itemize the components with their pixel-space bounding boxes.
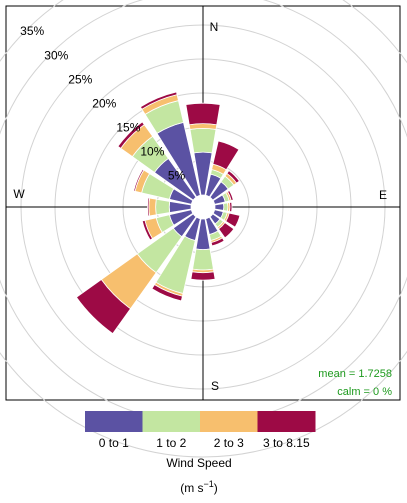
petal-ssw-segment-4 bbox=[151, 284, 183, 302]
ring-labels: 5% 10%15%20%25%30%35% bbox=[20, 24, 185, 182]
compass-label-s: S bbox=[211, 379, 219, 393]
petal-n-segment-2 bbox=[189, 127, 217, 154]
mean-annotation: mean = 1.7258 bbox=[318, 368, 392, 380]
ring-label-6: 30% bbox=[44, 48, 68, 62]
petal-w-segment-4 bbox=[147, 197, 151, 217]
compass-label-e: E bbox=[379, 188, 387, 202]
petal-s-segment-4 bbox=[190, 271, 216, 281]
petal-e-segment-2 bbox=[223, 202, 229, 212]
petal-ene-segment-4 bbox=[227, 189, 234, 201]
petal-sse-segment-4 bbox=[210, 237, 225, 247]
legend-swatch-2 bbox=[142, 411, 201, 432]
legend: 0 to 1 1 to 2 2 to 3 3 to 8.15 bbox=[85, 411, 316, 450]
legend-swatch-1 bbox=[85, 411, 143, 432]
ring-label-1: 5% bbox=[168, 169, 186, 183]
legend-unit: (m s−1) bbox=[180, 479, 218, 495]
petal-e-segment-1 bbox=[214, 203, 225, 211]
grid-ring-7 bbox=[0, 0, 407, 458]
petals bbox=[75, 91, 241, 335]
calm-annotation: calm = 0 % bbox=[337, 386, 392, 398]
petal-ese-segment-4 bbox=[225, 212, 241, 228]
compass-label-n: N bbox=[210, 20, 219, 34]
petal-wsw-segment-4 bbox=[141, 219, 154, 241]
legend-unit-base: (m s bbox=[180, 481, 203, 495]
petal-se-segment-4 bbox=[218, 222, 235, 239]
petal-n-segment-4 bbox=[185, 102, 221, 126]
petal-nne-segment-4 bbox=[212, 140, 240, 171]
petal-s-segment-2 bbox=[192, 248, 214, 271]
ring-label-7: 35% bbox=[20, 24, 44, 38]
legend-label-1: 0 to 1 bbox=[99, 436, 129, 450]
legend-unit-close: ) bbox=[214, 481, 218, 495]
petal-nnw-segment-4 bbox=[139, 91, 178, 110]
petal-ne-segment-4 bbox=[226, 170, 240, 184]
ring-label-3: 15% bbox=[116, 120, 140, 134]
legend-unit-superscript: −1 bbox=[204, 479, 214, 489]
petal-w-segment-2 bbox=[155, 198, 171, 216]
legend-title: Wind Speed bbox=[166, 456, 231, 470]
legend-label-2: 1 to 2 bbox=[156, 436, 186, 450]
petal-w-segment-3 bbox=[148, 197, 157, 217]
legend-label-4: 3 to 8.15 bbox=[263, 436, 310, 450]
calm-circle bbox=[191, 195, 215, 219]
petal-nw-segment-4 bbox=[117, 121, 145, 149]
legend-swatch-4 bbox=[257, 411, 316, 432]
ring-label-2: 10% bbox=[140, 144, 164, 158]
petal-e-segment-4 bbox=[229, 201, 233, 213]
petal-sw-segment-4 bbox=[75, 278, 132, 335]
legend-label-3: 2 to 3 bbox=[214, 436, 244, 450]
ring-label-5: 25% bbox=[68, 72, 92, 86]
legend-swatch-3 bbox=[200, 411, 258, 432]
compass-label-w: W bbox=[13, 187, 25, 201]
ring-label-4: 20% bbox=[92, 96, 116, 110]
petal-wnw-segment-4 bbox=[133, 168, 145, 192]
